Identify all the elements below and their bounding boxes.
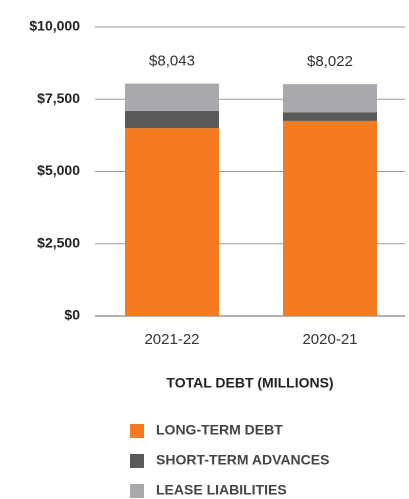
bar-segment (283, 84, 377, 113)
legend-label: SHORT-TERM ADVANCES (156, 452, 329, 468)
y-tick-label: $2,500 (37, 234, 80, 250)
bar-segment (125, 128, 219, 316)
legend-swatch (130, 484, 144, 498)
chart-title: TOTAL DEBT (MILLIONS) (166, 375, 333, 391)
legend-swatch (130, 454, 144, 468)
y-tick-label: $0 (64, 307, 80, 323)
bar-segment (283, 120, 377, 316)
x-tick-label: 2020-21 (302, 331, 357, 348)
bar-segment (283, 112, 377, 121)
y-tick-label: $10,000 (29, 18, 80, 34)
legend-swatch (130, 424, 144, 438)
y-tick-label: $5,000 (37, 162, 80, 178)
legend-label: LONG-TERM DEBT (156, 422, 283, 438)
legend-label: LEASE LIABILITIES (156, 482, 287, 498)
total-label: $8,043 (149, 53, 195, 70)
bar-segment (125, 83, 219, 111)
total-label: $8,022 (307, 53, 353, 70)
y-tick-label: $7,500 (37, 90, 80, 106)
bar-segment (125, 110, 219, 129)
x-tick-label: 2021-22 (144, 331, 199, 348)
